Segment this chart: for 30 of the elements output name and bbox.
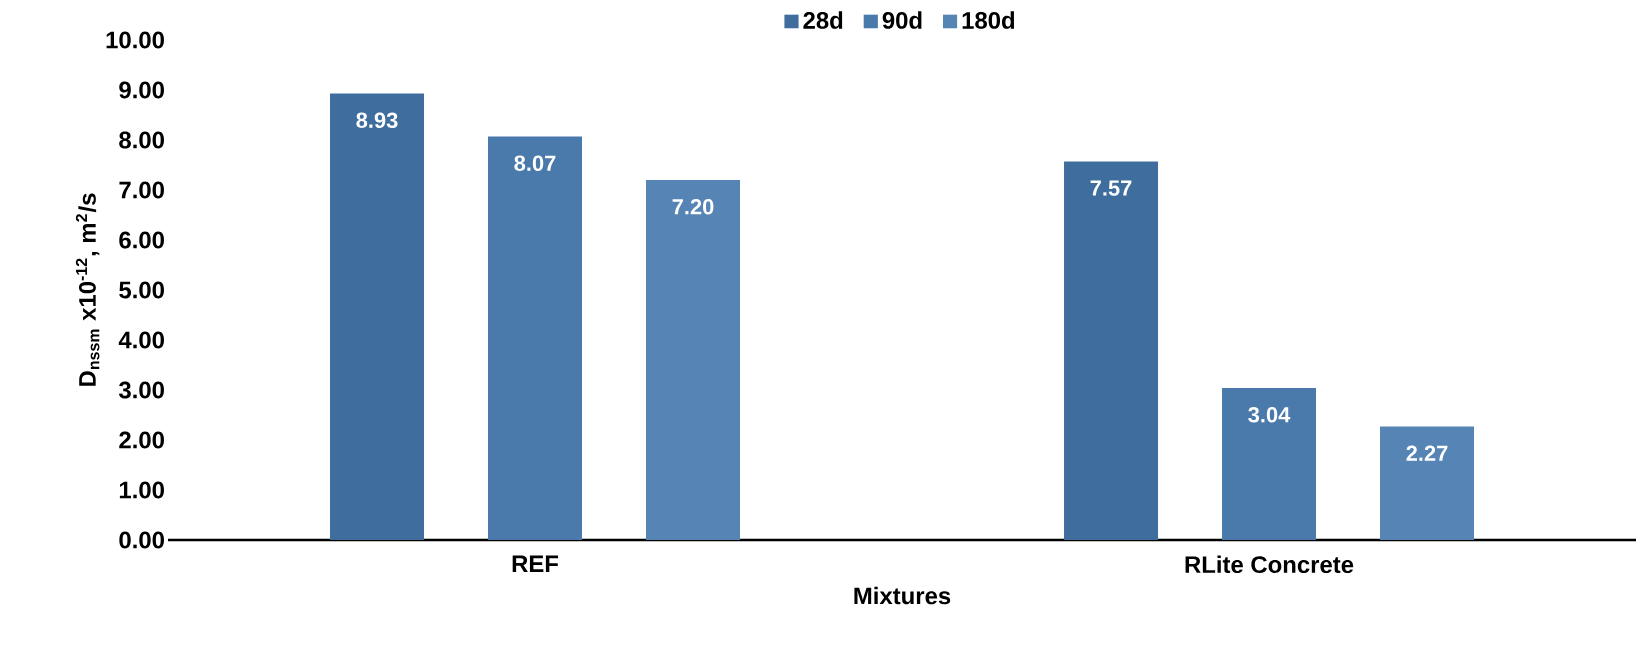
y-tick-label: 0.00 [119,531,164,549]
data-label: 3.04 [1248,407,1291,423]
bar [1222,388,1317,540]
legend-label: 90d [882,11,922,29]
legend-label: 28d [803,11,843,29]
y-tick-label: 1.00 [119,481,164,499]
x-tick-label: REF [512,555,559,572]
y-tick-label: 6.00 [119,231,164,249]
y-tick-label: 10.00 [106,31,164,49]
y-axis-title: D$_{nssm}$ x10$^{-12}$, m$^{2}$/s [75,193,100,386]
y-tick-label: 4.00 [118,331,164,349]
y-tick-label: 8.00 [119,131,164,149]
data-label: 8.93 [356,112,398,129]
data-label: 7.20 [672,199,714,215]
y-tick-label: 2.00 [119,431,164,449]
data-label: 8.07 [514,155,556,172]
bar [488,136,583,540]
y-tick-label: 5.00 [119,281,164,299]
bar [1064,161,1159,540]
y-tick-label: 9.00 [119,81,164,99]
legend-label: 180d [962,11,1015,29]
data-label: 2.27 [1406,445,1448,461]
bar [330,93,425,540]
y-tick-label: 3.00 [118,381,164,399]
x-axis-title: Mixtures [854,586,951,605]
bar [1380,426,1475,540]
y-tick-label: 7.00 [119,181,164,199]
x-tick-label: RLite Concrete [1185,555,1354,574]
data-label: 7.57 [1090,180,1132,196]
bar [646,180,741,540]
